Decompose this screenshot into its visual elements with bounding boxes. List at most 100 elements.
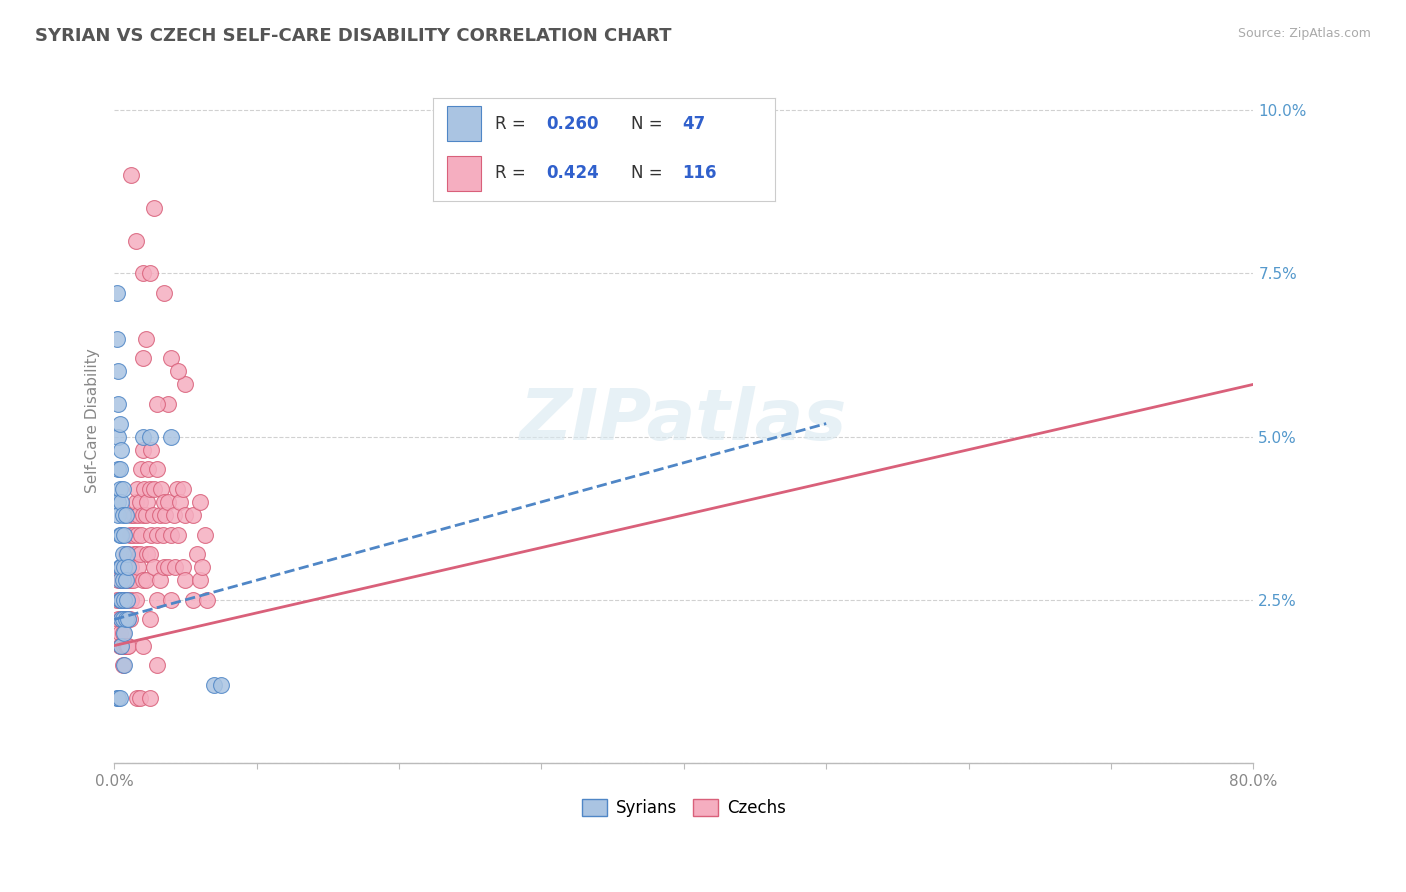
Point bbox=[150, 482, 173, 496]
Point bbox=[172, 482, 194, 496]
Point bbox=[112, 592, 135, 607]
Point bbox=[146, 658, 169, 673]
Point bbox=[131, 639, 153, 653]
Point bbox=[107, 574, 129, 588]
Point bbox=[146, 462, 169, 476]
Point bbox=[143, 560, 166, 574]
Point bbox=[107, 429, 129, 443]
Point bbox=[155, 508, 177, 522]
Point bbox=[134, 508, 156, 522]
Point bbox=[111, 612, 134, 626]
Point bbox=[124, 547, 146, 561]
Point bbox=[125, 482, 148, 496]
Point bbox=[107, 462, 129, 476]
Point bbox=[108, 639, 131, 653]
Point bbox=[153, 285, 176, 300]
Point bbox=[117, 612, 139, 626]
Point bbox=[117, 574, 139, 588]
Point bbox=[118, 574, 141, 588]
Point bbox=[136, 547, 159, 561]
Point bbox=[108, 592, 131, 607]
Point bbox=[107, 508, 129, 522]
Point bbox=[138, 462, 160, 476]
Point bbox=[134, 332, 156, 346]
Point bbox=[160, 527, 183, 541]
Point bbox=[115, 592, 138, 607]
Point bbox=[115, 547, 138, 561]
Point bbox=[139, 482, 162, 496]
Point bbox=[128, 690, 150, 705]
Point bbox=[174, 574, 197, 588]
Point bbox=[131, 508, 153, 522]
Point bbox=[139, 266, 162, 280]
Point bbox=[139, 612, 162, 626]
Point bbox=[108, 560, 131, 574]
Point bbox=[107, 495, 129, 509]
Point bbox=[166, 482, 188, 496]
Point bbox=[105, 690, 128, 705]
Point bbox=[139, 690, 162, 705]
Point bbox=[160, 592, 183, 607]
Point bbox=[160, 429, 183, 443]
Point bbox=[111, 658, 134, 673]
Point bbox=[139, 547, 162, 561]
Point bbox=[112, 612, 135, 626]
Point bbox=[124, 592, 146, 607]
Point bbox=[157, 560, 180, 574]
Point bbox=[110, 612, 132, 626]
Point bbox=[114, 547, 136, 561]
Point bbox=[149, 574, 172, 588]
Point bbox=[118, 612, 141, 626]
Point bbox=[128, 495, 150, 509]
Point bbox=[191, 560, 214, 574]
Point bbox=[167, 364, 190, 378]
Point bbox=[110, 560, 132, 574]
Point bbox=[157, 397, 180, 411]
Point bbox=[107, 364, 129, 378]
Point bbox=[107, 690, 129, 705]
Point bbox=[110, 560, 132, 574]
Point bbox=[131, 429, 153, 443]
Point bbox=[114, 574, 136, 588]
Point bbox=[167, 527, 190, 541]
Point bbox=[111, 547, 134, 561]
Point bbox=[129, 462, 152, 476]
Point bbox=[108, 625, 131, 640]
Point bbox=[120, 169, 142, 183]
Point bbox=[181, 508, 204, 522]
Point bbox=[108, 462, 131, 476]
Point bbox=[125, 527, 148, 541]
Point bbox=[108, 574, 131, 588]
Point bbox=[146, 397, 169, 411]
Point bbox=[110, 495, 132, 509]
Point bbox=[112, 658, 135, 673]
Point bbox=[124, 495, 146, 509]
Point bbox=[153, 495, 176, 509]
Point bbox=[107, 612, 129, 626]
Point bbox=[139, 429, 162, 443]
Point bbox=[169, 495, 191, 509]
Point bbox=[108, 592, 131, 607]
Point bbox=[153, 560, 176, 574]
Point bbox=[188, 495, 211, 509]
Point bbox=[112, 560, 135, 574]
Y-axis label: Self-Care Disability: Self-Care Disability bbox=[86, 348, 100, 492]
Point bbox=[174, 377, 197, 392]
Point bbox=[195, 592, 218, 607]
Point bbox=[160, 351, 183, 366]
Point bbox=[131, 266, 153, 280]
Point bbox=[112, 592, 135, 607]
Point bbox=[149, 508, 172, 522]
Point bbox=[115, 592, 138, 607]
Point bbox=[110, 442, 132, 457]
Point bbox=[146, 592, 169, 607]
Point bbox=[108, 527, 131, 541]
Point bbox=[181, 592, 204, 607]
Point bbox=[186, 547, 208, 561]
Point bbox=[110, 592, 132, 607]
Text: ZIPatlas: ZIPatlas bbox=[520, 385, 848, 455]
Point bbox=[125, 690, 148, 705]
Point bbox=[112, 625, 135, 640]
Point bbox=[108, 482, 131, 496]
Point bbox=[134, 574, 156, 588]
